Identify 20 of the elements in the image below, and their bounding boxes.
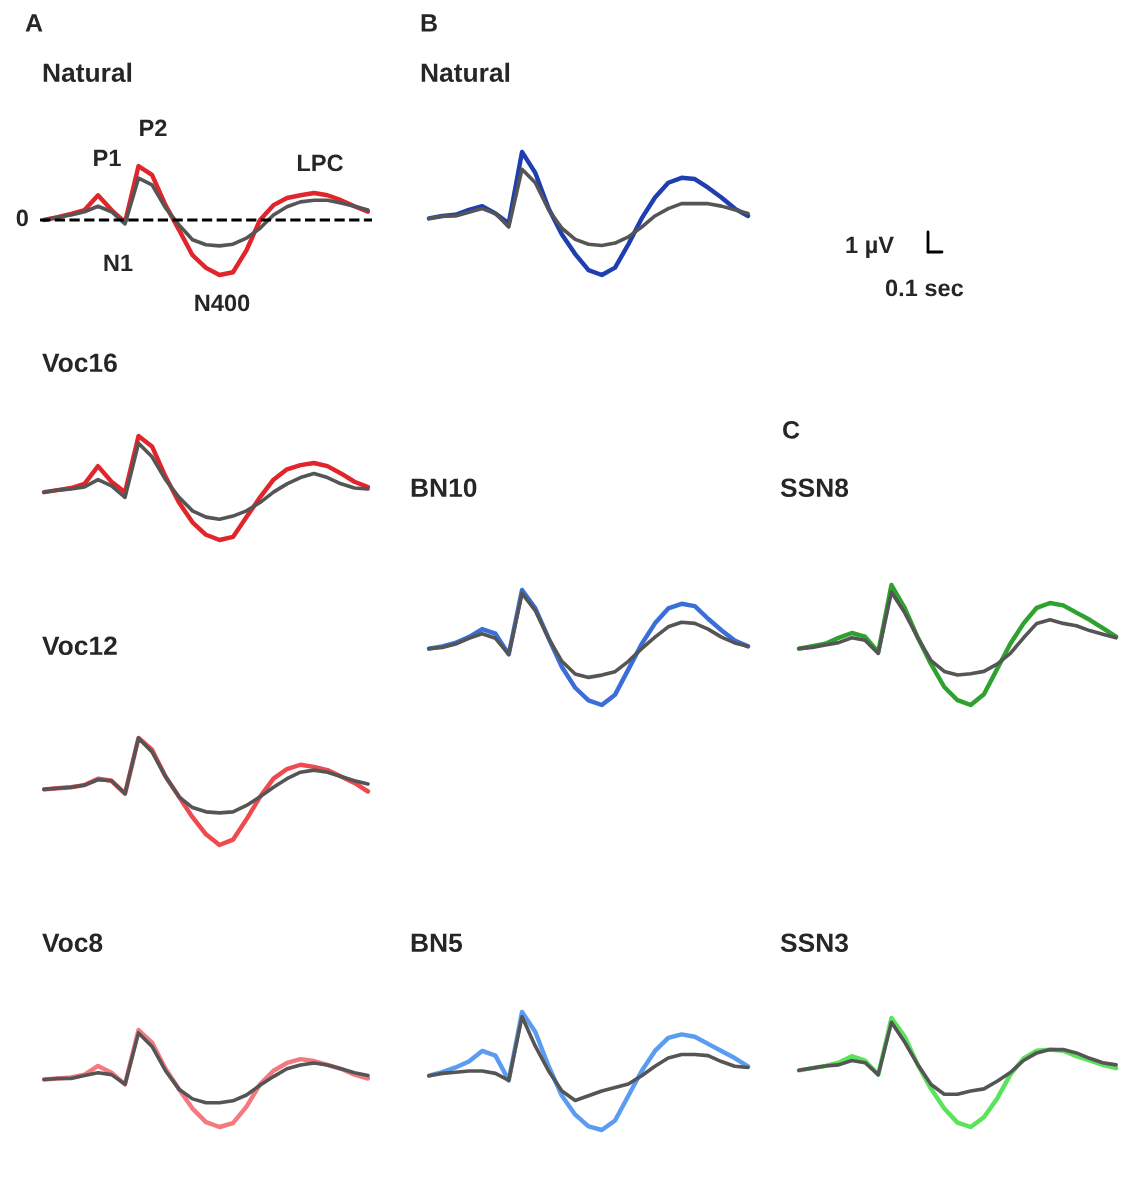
annotation: N1: [104, 254, 133, 272]
chart-title: BN10: [411, 478, 477, 498]
chart-title: SSN3: [780, 933, 848, 953]
chart-title: Natural: [421, 62, 510, 83]
chart-title: Voc12: [42, 636, 117, 656]
annotation: P1: [94, 149, 121, 167]
chart-title: BN5: [411, 933, 463, 953]
annotation: LPC: [297, 154, 343, 172]
text: B: [421, 14, 437, 32]
text: P2: [140, 119, 167, 137]
text: N400: [195, 294, 250, 312]
chart-title: SSN8: [780, 478, 849, 498]
chart-title: Voc8: [42, 933, 103, 953]
text: 0.1 sec: [885, 279, 964, 297]
chart-title: Voc16: [42, 353, 117, 373]
text: C: [783, 421, 800, 439]
chart-title: Natural: [43, 62, 132, 83]
text: A: [25, 14, 43, 32]
ref-line-label: 0: [16, 209, 28, 227]
text: 1 µV: [846, 236, 894, 258]
